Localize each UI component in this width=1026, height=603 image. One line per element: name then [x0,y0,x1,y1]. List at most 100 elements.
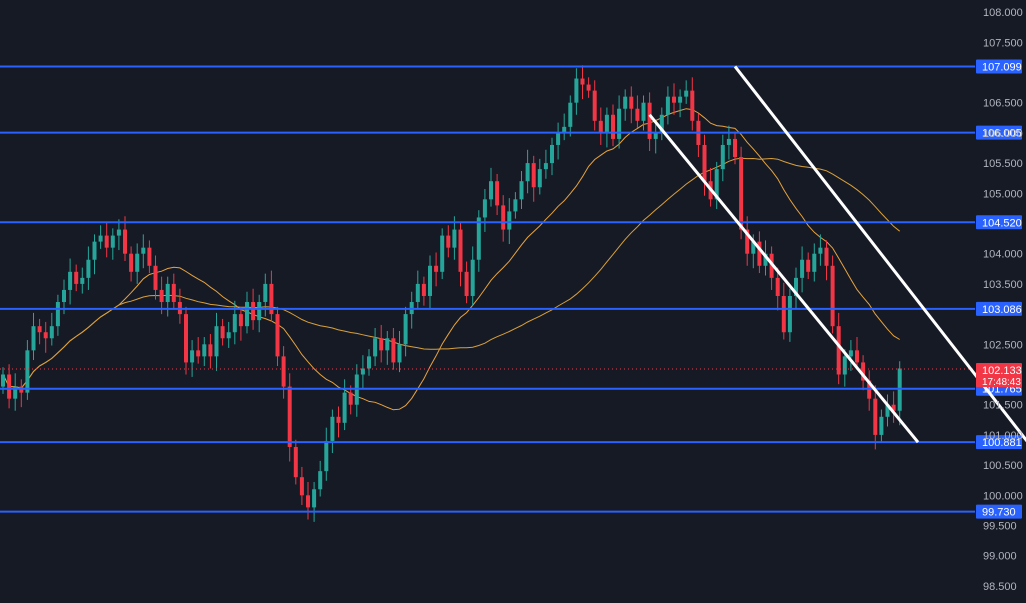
candle-body [421,283,426,296]
candle-body [537,169,542,188]
candle-body [373,338,378,357]
candle-body [617,108,622,139]
candle-body [86,259,91,278]
candle-body [733,138,737,158]
candle-body [458,229,463,272]
candle-body [885,404,890,417]
candle-body [690,90,695,121]
candle-body [238,314,243,327]
candle-body [31,326,36,351]
candle-body [464,271,469,296]
price-tick-label: 99.000 [983,551,1017,563]
candle-body [104,235,109,248]
candle-body [635,108,640,121]
candle-body [68,271,73,290]
candle-body [726,138,731,145]
candle-body [25,350,30,393]
candle-body [836,326,841,375]
candle-body [153,265,158,290]
candle-body [495,181,500,206]
level-price-tag [976,435,1022,450]
candle-body [751,241,756,254]
candle-body [336,416,341,423]
price-tick-label: 107.500 [983,37,1023,49]
candle-body [757,241,762,266]
candle-body [141,247,146,254]
price-tick-label: 106.000 [983,128,1023,140]
candle-body [171,283,176,303]
candles [1,65,902,522]
candle-body [202,344,207,357]
candle-body [501,205,506,230]
candle-body [489,181,493,200]
level-price-tag [976,215,1022,230]
candle-body [434,265,439,272]
candle-body [586,84,591,91]
price-tick-label: 98.500 [983,581,1017,593]
slow-moving-average-line [2,157,901,389]
candle-body [641,102,646,121]
price-tick-label: 105.000 [983,188,1023,200]
candle-body [775,277,780,296]
candle-body [720,144,725,170]
fast-moving-average-line [2,108,900,411]
candle-body [574,78,579,103]
candle-body [342,392,347,423]
candle-body [293,446,298,478]
candle-body [653,132,658,139]
candle-body [659,114,664,133]
candle-body [257,302,262,321]
candle-body [452,229,457,248]
level-price-label: 100.881 [982,437,1022,449]
candle-body [80,277,85,284]
candle-body [604,114,609,133]
candle-body [367,356,371,369]
candle-body [37,326,42,333]
price-tick-label: 105.500 [983,158,1023,170]
candle-body [763,253,768,266]
candle-body [348,392,353,405]
candle-body [110,235,115,248]
moving-averages [2,108,901,411]
candle-body [794,277,798,296]
price-axis: 108.000 107.500 106.500 106.000 105.500 105.0… [983,7,1023,593]
price-tick-label: 101.000 [983,430,1023,442]
candle-body [684,90,689,97]
candle-body [519,181,524,200]
candle-body [525,163,530,182]
candle-body [562,126,567,133]
candle-body [568,102,573,127]
candle-body [226,332,231,339]
current-price-tag: 102.133 17:48:43 [976,363,1022,388]
level-price-tag [976,301,1022,316]
candle-body [598,120,603,133]
candle-body [13,386,18,399]
level-price-tag [976,504,1022,519]
candle-body [49,326,54,339]
candle-body [330,416,335,441]
price-tick-label: 108.000 [983,7,1023,19]
candle-body [470,259,475,296]
level-price-tag [976,59,1022,74]
candle-body [324,440,329,472]
candle-body [482,199,487,218]
candle-body [196,350,201,357]
candle-body [714,169,719,200]
candle-body [873,398,878,435]
candle-body [385,338,390,351]
candle-body [263,283,268,303]
level-price-label: 107.099 [982,62,1022,74]
candle-body [787,295,792,333]
price-tick-label: 101.500 [983,400,1023,412]
price-tick-label: 104.000 [983,249,1023,261]
candle-body [428,265,432,296]
candle-body [43,332,48,339]
countdown-label: 17:48:43 [982,377,1021,388]
candle-body [543,163,548,170]
candle-body [513,199,518,212]
candle-body [891,404,896,411]
price-tick-label: 100.500 [983,460,1023,472]
candle-body [781,295,786,333]
